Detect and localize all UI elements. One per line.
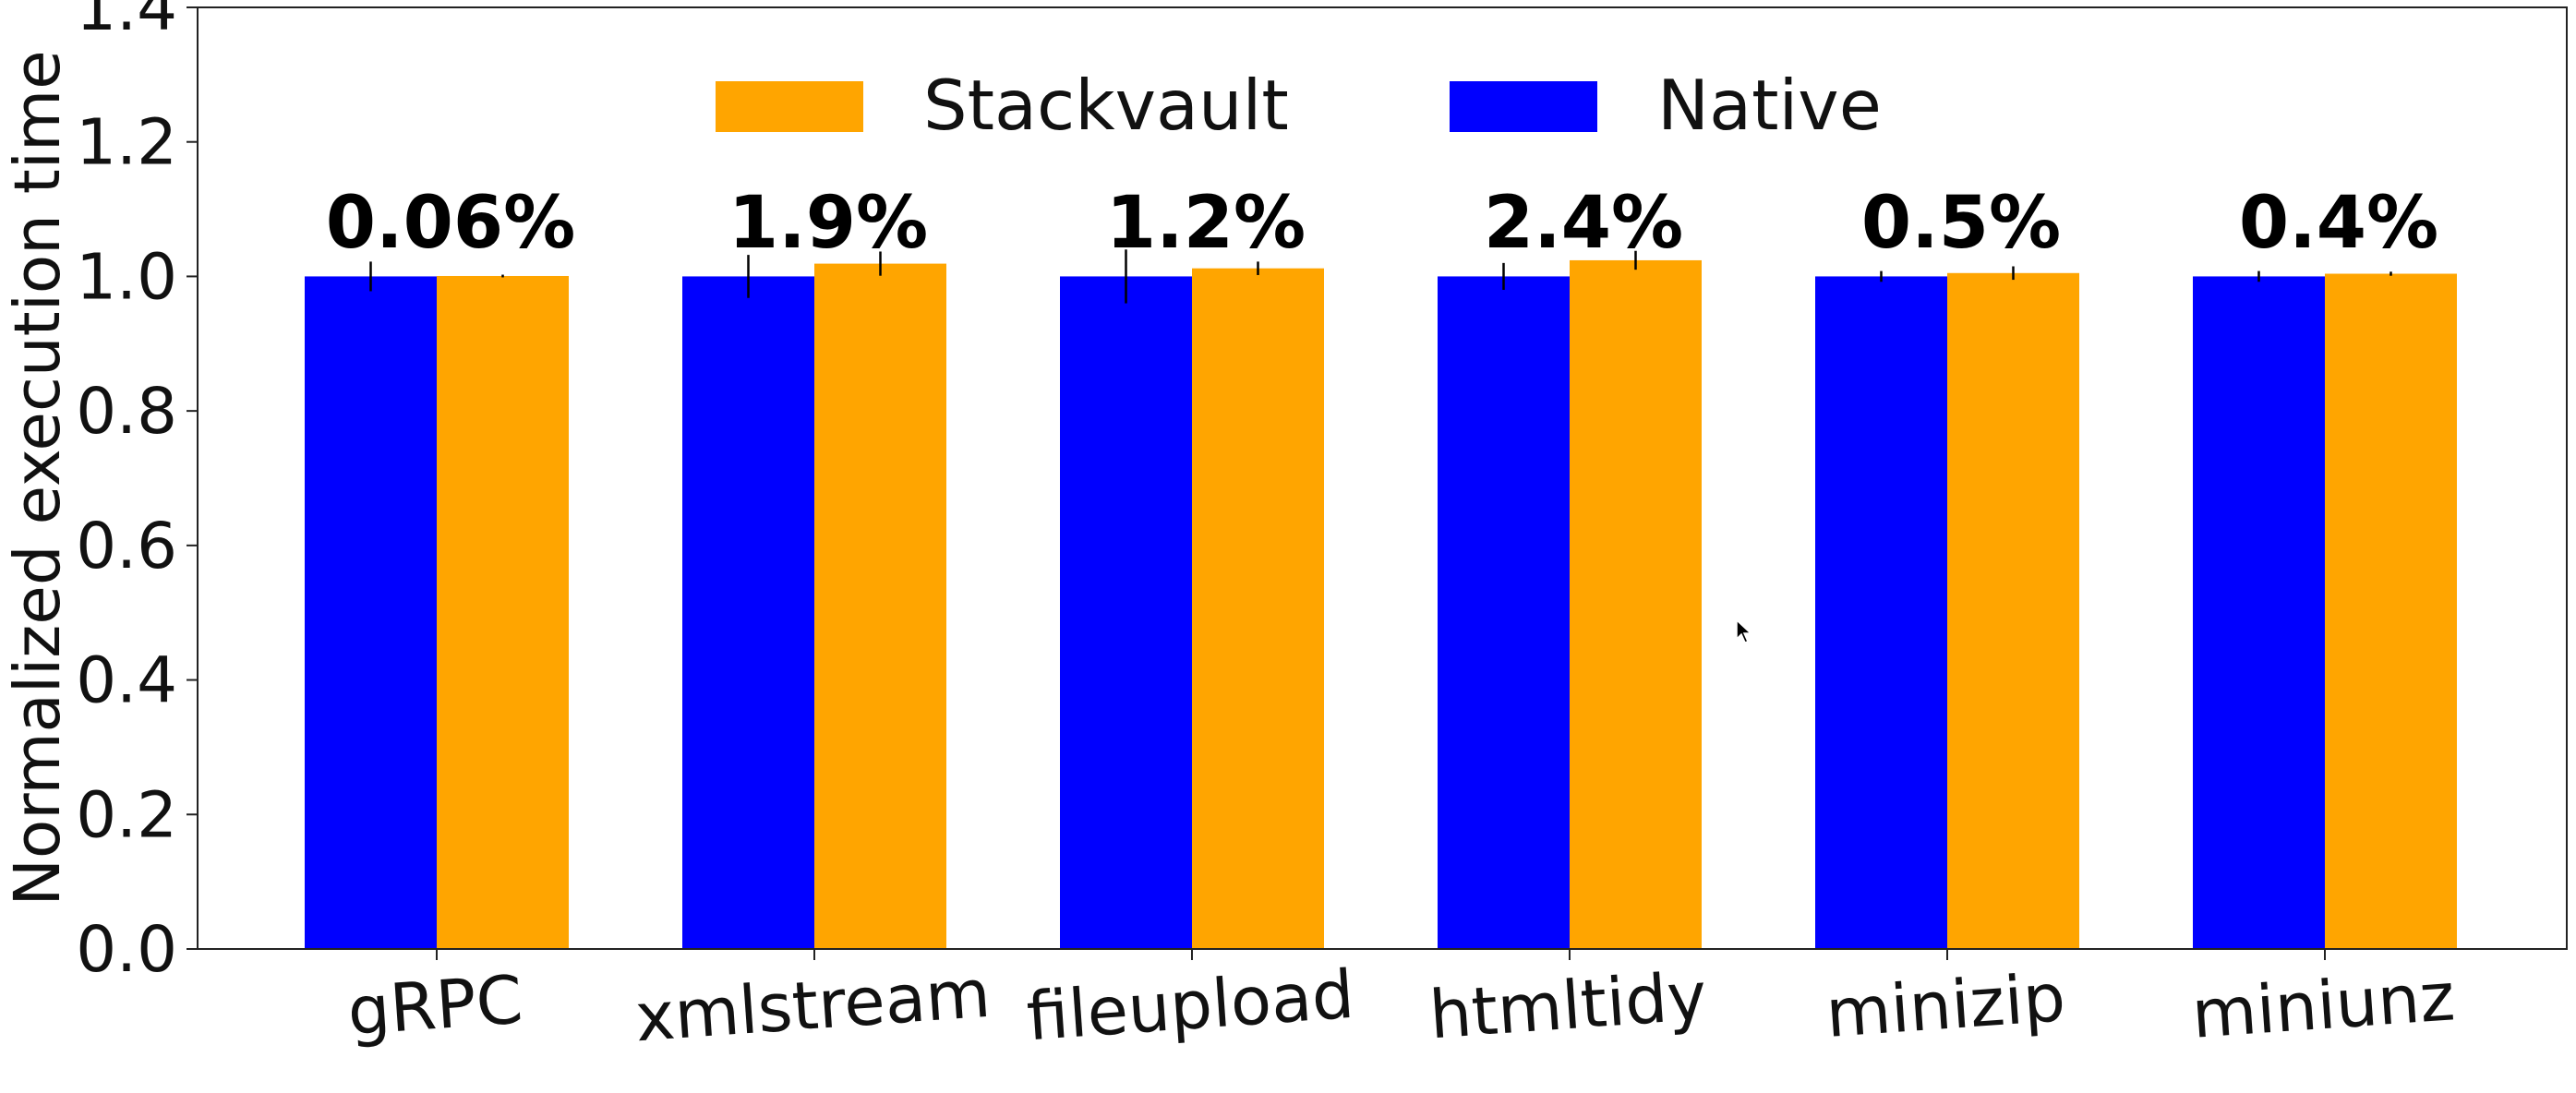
y-tick-label: 0.4	[76, 644, 177, 718]
x-tick-label: miniunz	[2189, 957, 2457, 1053]
y-tick-label: 0.6	[76, 510, 177, 583]
error-bars-layer	[369, 249, 2392, 304]
x-tick-label: gRPC	[345, 961, 525, 1051]
legend-label-stackvault: Stackvault	[923, 65, 1289, 146]
overhead-annotation: 0.4%	[2239, 182, 2438, 265]
bar-native-miniunz	[2193, 276, 2325, 949]
y-axis-label: Normalized execution time	[1, 50, 75, 906]
annotations-layer: 0.06% 1.9% 1.2% 2.4% 0.5% 0.4%	[326, 182, 2438, 265]
bar-native-minizip	[1815, 276, 1947, 949]
x-tick-label: fileupload	[1024, 955, 1356, 1056]
y-axis: 0.0 0.2 0.4 0.6 0.8 1.0 1.2 1.4	[76, 0, 198, 987]
y-tick-label: 1.2	[76, 106, 177, 180]
overhead-annotation: 2.4%	[1484, 182, 1683, 265]
y-tick-label: 0.0	[76, 913, 177, 987]
x-tick-label: minizip	[1824, 958, 2068, 1052]
legend-swatch-native	[1450, 81, 1597, 132]
y-tick-label: 0.8	[76, 375, 177, 449]
bar-stackvault-grpc	[437, 275, 569, 949]
bar-stackvault-miniunz	[2325, 273, 2457, 949]
plot-frame	[197, 6, 2568, 950]
bar-stackvault-htmltidy	[1570, 259, 1702, 949]
y-tick-label: 1.0	[76, 240, 177, 314]
x-tick-label: htmltidy	[1426, 957, 1709, 1054]
overhead-annotation: 1.2%	[1106, 182, 1306, 265]
bar-native-fileupload	[1060, 276, 1192, 949]
mouse-cursor-icon	[1736, 619, 1752, 643]
bar-native-xmlstream	[682, 276, 814, 949]
bar-native-grpc	[305, 276, 437, 949]
y-tick-label: 1.4	[76, 0, 177, 45]
legend-label-native: Native	[1657, 65, 1882, 146]
x-tick-label: xmlstream	[632, 955, 993, 1057]
legend-swatch-stackvault	[716, 81, 863, 132]
bar-native-htmltidy	[1438, 276, 1570, 949]
bar-stackvault-minizip	[1947, 272, 2079, 949]
overhead-annotation: 1.9%	[728, 182, 928, 265]
overhead-annotation: 0.5%	[1861, 182, 2061, 265]
bar-stackvault-fileupload	[1192, 268, 1324, 950]
legend: Stackvault Native	[716, 65, 1882, 146]
bar-stackvault-xmlstream	[814, 263, 946, 950]
x-axis: gRPC xmlstream fileupload htmltidy minizip mi…	[345, 949, 2457, 1056]
bars-layer	[305, 259, 2457, 950]
y-tick-label: 0.2	[76, 778, 177, 852]
overhead-annotation: 0.06%	[326, 182, 576, 265]
